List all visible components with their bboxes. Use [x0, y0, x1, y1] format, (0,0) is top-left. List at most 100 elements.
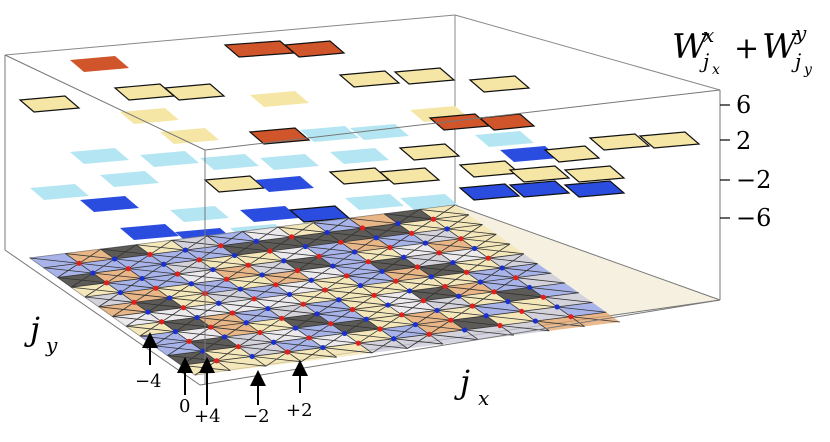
lattice-site [341, 330, 348, 337]
lattice-site [249, 353, 255, 360]
z-title-subsub2: y [803, 62, 813, 78]
lattice-site [377, 326, 383, 332]
lattice-site [450, 259, 456, 266]
floating-tile [255, 176, 314, 192]
lattice-site [172, 328, 179, 335]
lattice-site [344, 273, 350, 279]
floating-tile [475, 131, 534, 147]
lattice-site [186, 338, 192, 344]
lattice-site [420, 298, 426, 304]
floating-tile [30, 184, 89, 200]
lattice-site [328, 321, 334, 327]
lattice-site [464, 269, 470, 275]
arrow-label-plus-4: +4 [194, 406, 221, 427]
lattice-site [505, 298, 511, 305]
floating-tile [468, 75, 531, 93]
lattice-site [401, 254, 407, 260]
lattice-site [243, 320, 249, 326]
floating-tile [260, 154, 319, 170]
floating-tile [163, 83, 226, 101]
floating-tile [478, 113, 536, 131]
lattice-site [497, 322, 503, 329]
lattice-site [391, 336, 397, 342]
floating-tile [70, 56, 129, 72]
z-title-sub2: j [791, 49, 801, 73]
floating-tile [80, 196, 139, 212]
floor-grid-line [371, 253, 524, 354]
floor-grid-line [419, 209, 469, 216]
lattice-site [461, 327, 468, 333]
lattice-site [265, 305, 271, 312]
arrow-label-0: 0 [179, 396, 190, 417]
jx-sub: x [478, 386, 489, 410]
lattice-site [385, 302, 391, 308]
lattice-site [387, 244, 393, 251]
z-tick-label-minus-2: −2 [736, 166, 771, 194]
floating-tile [458, 183, 521, 201]
floating-tile [140, 151, 199, 167]
lattice-site [231, 252, 238, 259]
lattice-site [289, 234, 295, 240]
lattice-site [218, 243, 224, 249]
lattice-site [554, 304, 560, 310]
lattice-site [371, 292, 377, 298]
floor-grid-line [358, 243, 511, 344]
lattice-site [131, 299, 137, 305]
lattice-site [111, 256, 118, 262]
lattice-site [519, 308, 525, 314]
lattice-site [406, 288, 413, 294]
lattice-site [224, 276, 230, 282]
z-title-plus: + [734, 31, 759, 66]
floating-tile [543, 145, 601, 163]
jy-sub: y [45, 333, 58, 357]
z-axis-tick-labels: 6 2 −2 −6 [736, 91, 771, 232]
lattice-site [180, 305, 186, 311]
lattice-site [458, 236, 464, 242]
lattice-site [477, 279, 484, 285]
lattice-site [221, 334, 228, 340]
floating-tile [200, 154, 259, 170]
lattice-site [245, 262, 251, 268]
lattice-site [426, 331, 432, 337]
floor-grid-line [348, 217, 497, 235]
floating-tile [283, 40, 346, 58]
lattice-site [251, 296, 257, 302]
tile-layer [18, 40, 701, 244]
lattice-site [174, 271, 181, 277]
lattice-site [286, 291, 293, 298]
lattice-site [363, 316, 369, 322]
lattice-site [428, 274, 434, 280]
lattice-site [139, 275, 145, 282]
jy-main: j [24, 310, 40, 348]
lattice-site [338, 239, 344, 245]
lattice-site [442, 283, 448, 290]
lattice-site [302, 243, 309, 250]
floor-lattice-sites [76, 216, 574, 364]
lattice-site [182, 247, 189, 253]
lattice-site [322, 287, 328, 293]
lattice-site [259, 272, 265, 278]
lattice-site [166, 295, 173, 301]
lattice-site [153, 285, 159, 291]
z-title-subsub1: x [712, 62, 720, 78]
arrow-label-plus-2: +2 [286, 400, 313, 421]
lattice-site [393, 278, 399, 284]
lattice-site [330, 263, 336, 269]
floating-tile [100, 171, 159, 187]
lattice-site [117, 289, 124, 296]
lattice-site [483, 313, 489, 319]
lattice-site [208, 324, 214, 330]
floating-tile [330, 148, 389, 164]
lattice-site [412, 321, 419, 328]
lattice-site [216, 300, 222, 306]
lattice-site [414, 264, 421, 270]
lattice-site [471, 245, 478, 252]
lattice-site [194, 314, 200, 321]
lattice-site [351, 249, 358, 255]
bounding-box-front [4, 54, 721, 386]
z-title-w2: W [762, 27, 800, 67]
floating-tile [160, 128, 219, 144]
lattice-site [349, 306, 356, 313]
floating-tile [638, 131, 701, 149]
lattice-site [409, 230, 415, 236]
